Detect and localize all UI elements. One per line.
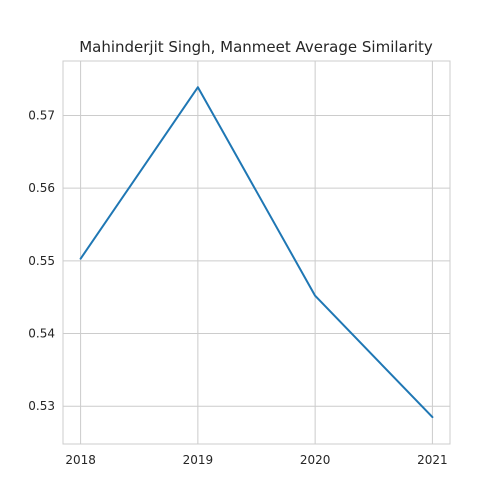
y-axis-ticks: 0.53 0.54 0.55 0.56 0.57: [28, 109, 55, 414]
y-tick-label: 0.56: [28, 181, 55, 195]
x-tick-label: 2021: [417, 453, 448, 467]
series-layer: [79, 86, 434, 419]
chart-title: Mahinderjit Singh, Manmeet Average Simil…: [79, 38, 433, 56]
y-tick-label: 0.57: [28, 109, 55, 123]
x-tick-label: 2020: [300, 453, 331, 467]
y-tick-label: 0.53: [28, 399, 55, 413]
series-line: [79, 86, 434, 419]
grid: [63, 61, 450, 444]
x-axis-ticks: 2018 2019 2020 2021: [65, 453, 447, 467]
x-tick-label: 2018: [65, 453, 96, 467]
x-tick-label: 2019: [183, 453, 214, 467]
y-tick-label: 0.55: [28, 254, 55, 268]
plot-area-frame: [62, 60, 451, 445]
y-tick-label: 0.54: [28, 327, 55, 341]
